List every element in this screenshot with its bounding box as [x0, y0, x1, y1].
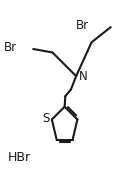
- Text: Br: Br: [4, 41, 17, 54]
- Text: S: S: [42, 112, 49, 125]
- Text: Br: Br: [76, 19, 89, 32]
- Text: N: N: [79, 70, 88, 83]
- Text: HBr: HBr: [8, 151, 31, 164]
